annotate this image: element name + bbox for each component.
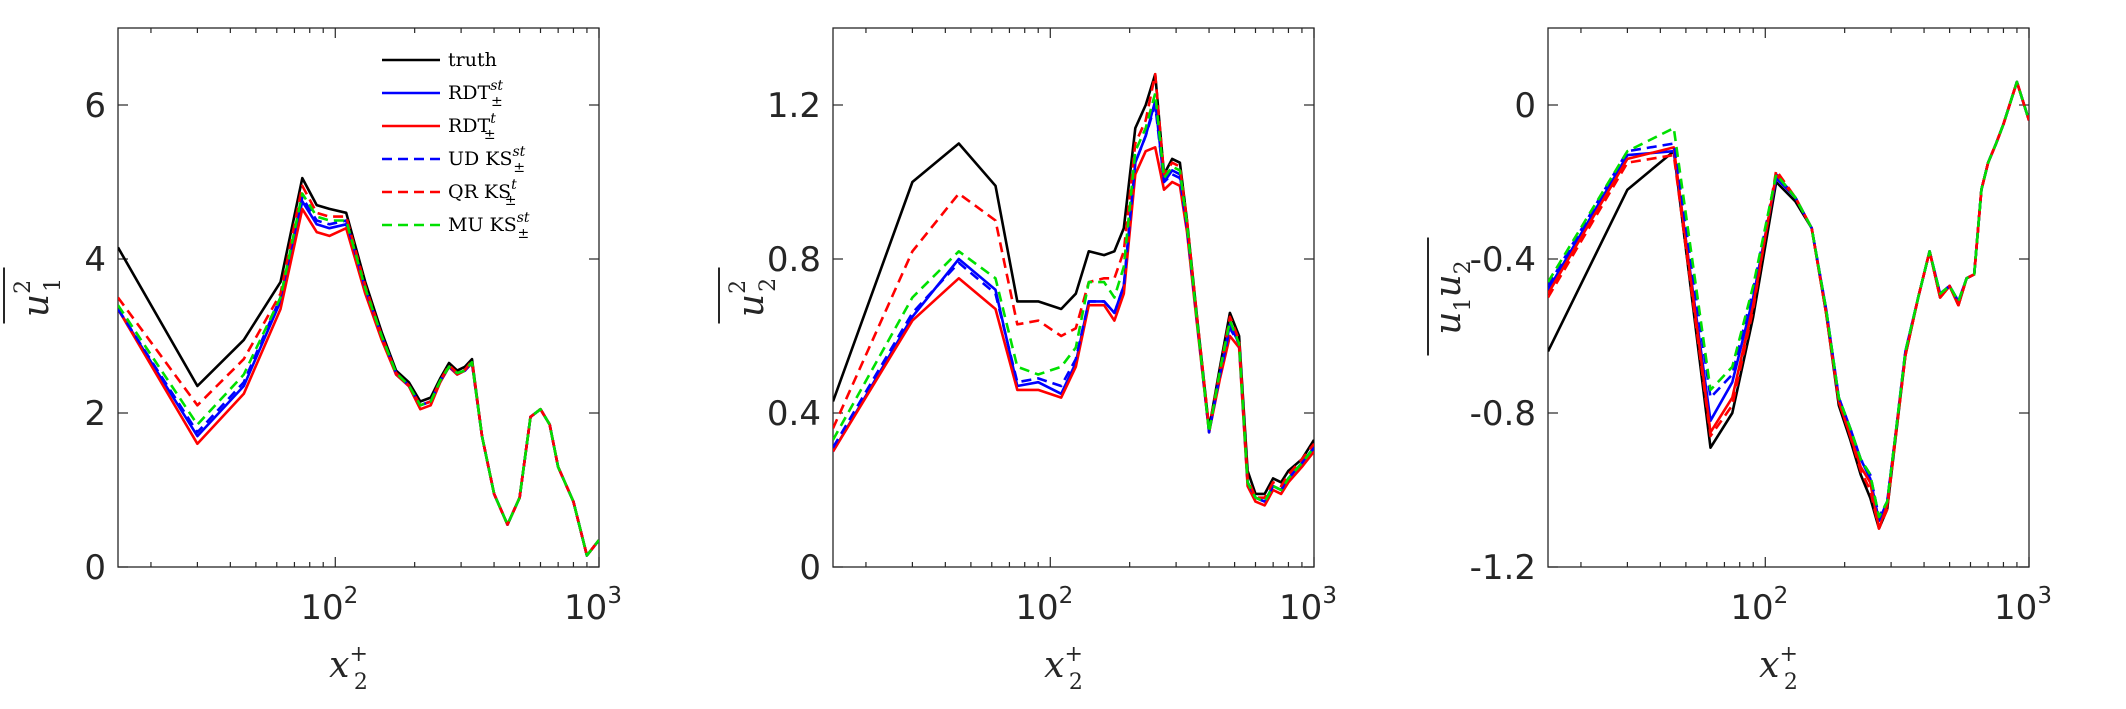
series-group [118, 176, 599, 557]
series-ud-ks-st-dashed-line [833, 103, 1314, 503]
series-rdt-t-line [833, 146, 1314, 507]
x-tick-label: 103 [1279, 583, 1337, 628]
svg-text:u21: u2 1 [11, 278, 66, 317]
y-axis-label: u2 1 [3, 267, 66, 324]
x-tick-label: 102 [1730, 583, 1788, 628]
legend-entry: truth [448, 49, 497, 71]
plot-area [117, 27, 600, 568]
y-tick-label: 0 [799, 548, 821, 588]
y-axis-label: u2 2 [718, 267, 781, 324]
series-qr-ks-t-dashed-line [1548, 80, 2029, 530]
y-tick-label: -0.8 [1470, 394, 1536, 434]
svg-text:u22: u2 2 [726, 278, 781, 317]
y-tick-label: 6 [84, 86, 106, 126]
svg-text:u1u2: u1u2 [1428, 260, 1476, 334]
series-group [1548, 80, 2029, 530]
legend-entry: RDTt ± [448, 111, 496, 143]
x-tick-label: 102 [300, 583, 358, 628]
panel-3: -1.2 -0.8 -0.4 0 102 103 x+ 2 u1u2 [1427, 27, 2052, 695]
y-tick-label: 0.8 [767, 240, 821, 280]
y-tick-label: 4 [84, 240, 106, 280]
plot-area [1547, 27, 2030, 568]
y-tick-label: 2 [84, 394, 106, 434]
x-tick-label: 102 [1015, 583, 1073, 628]
minor-ticks [150, 28, 600, 567]
legend-entry: UD KSst ± [448, 144, 526, 176]
panel-1: 0 2 4 6 102 103 x+ 2 u2 1 truth RDTst ±RDTt ±UD KSst ±… [3, 27, 622, 695]
series-group [833, 72, 1314, 507]
minor-ticks [1580, 28, 2030, 567]
series-mu-ks-st-dashed-line [833, 92, 1314, 503]
panel-2: 0 0.4 0.8 1.2 102 103 x+ 2 u2 2 [718, 27, 1337, 695]
x-axis-label: x+ 2 [329, 642, 368, 695]
y-tick-label: 0 [1514, 86, 1536, 126]
minor-ticks [865, 28, 1315, 567]
y-tick-label: 0.4 [767, 394, 821, 434]
x-axis-label: x+ 2 [1759, 642, 1798, 695]
legend-entry: QR KSt ± [448, 177, 517, 209]
legend-entry: MU KSst ± [448, 210, 530, 242]
y-axis-label: u1u2 [1427, 237, 1476, 356]
y-tick-label: 0 [84, 548, 106, 588]
y-tick-label: 1.2 [767, 86, 821, 126]
x-axis-label: x+ 2 [1044, 642, 1083, 695]
series-truth-line [833, 72, 1314, 496]
legend-entry: RDTst ± [448, 78, 503, 110]
legend: truth RDTst ±RDTt ±UD KSst ±QR KSt ±MU KSst ± [382, 49, 530, 242]
y-tick-label: -1.2 [1470, 548, 1536, 588]
series-qr-ks-t-dashed-line [833, 72, 1314, 500]
x-tick-label: 103 [564, 583, 622, 628]
series-mu-ks-st-dashed-line [118, 192, 599, 557]
y-tick-label: -0.4 [1470, 240, 1536, 280]
series-mu-ks-st-dashed-line [1548, 80, 2029, 519]
x-tick-label: 103 [1994, 583, 2052, 628]
